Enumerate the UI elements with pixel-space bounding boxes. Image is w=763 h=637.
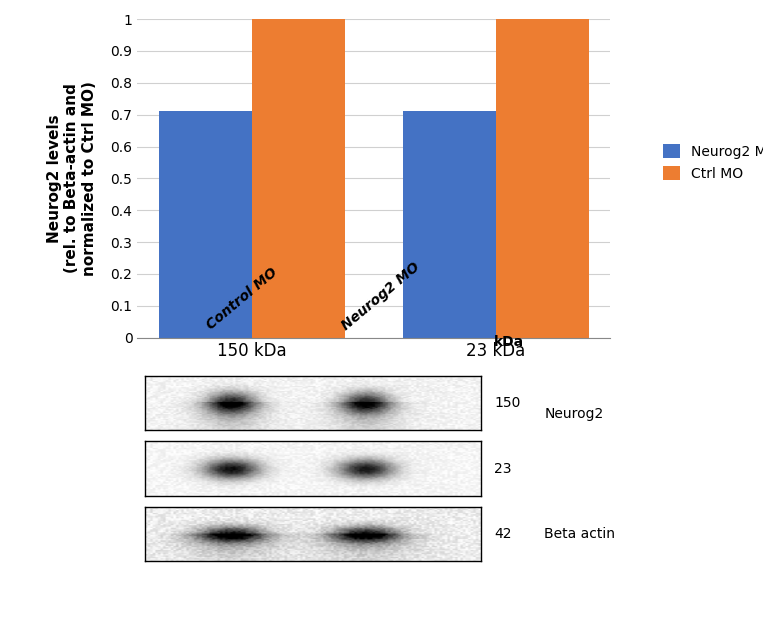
- Legend: Neurog2 MO, Ctrl MO: Neurog2 MO, Ctrl MO: [658, 139, 763, 186]
- Text: Neurog2: Neurog2: [545, 408, 604, 421]
- Bar: [403, 111, 496, 338]
- Bar: [159, 111, 252, 338]
- Text: Control MO: Control MO: [204, 266, 281, 333]
- Text: 150: 150: [494, 396, 520, 410]
- Text: 23: 23: [494, 462, 512, 475]
- Text: Beta actin: Beta actin: [545, 527, 616, 541]
- Text: kDa: kDa: [494, 335, 524, 349]
- Text: Neurog2 MO: Neurog2 MO: [339, 259, 422, 333]
- Text: 42: 42: [494, 527, 512, 541]
- Y-axis label: Neurog2 levels
(rel. to Beta-actin and
normalized to Ctrl MO): Neurog2 levels (rel. to Beta-actin and n…: [47, 81, 97, 276]
- Bar: [252, 19, 345, 338]
- Bar: [496, 19, 589, 338]
